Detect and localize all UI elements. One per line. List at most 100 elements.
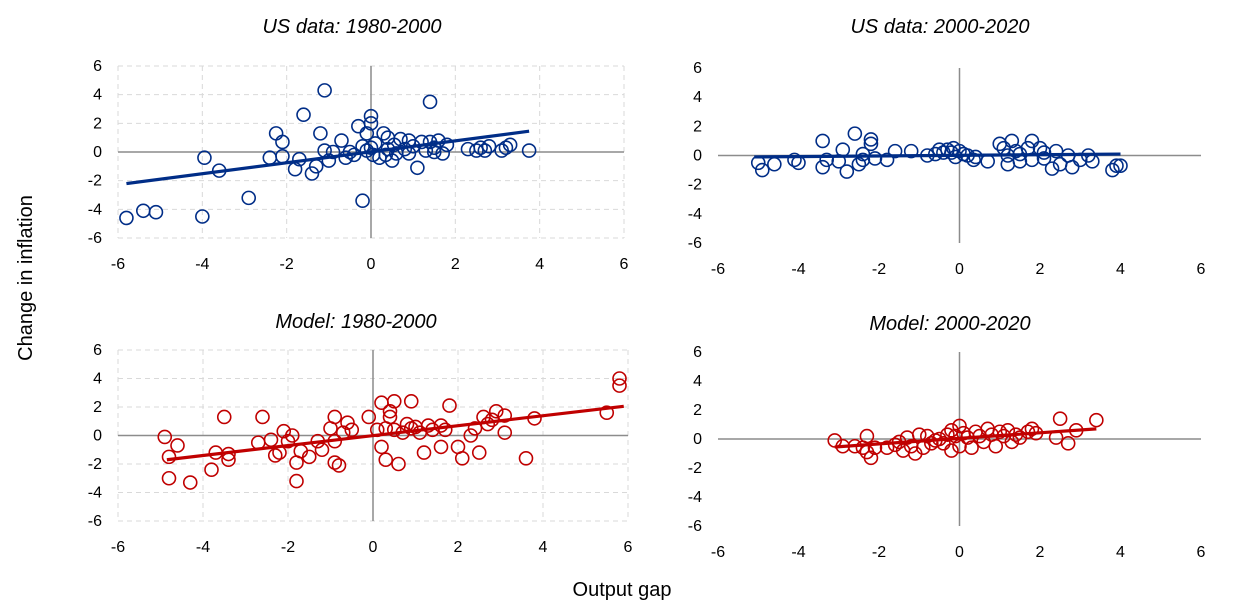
x-tick-label: -4 [791,261,805,278]
y-tick-label: -6 [88,230,102,247]
data-point [863,132,879,147]
data-point [157,429,173,445]
data-point [382,403,398,419]
data-point [879,440,895,456]
data-point [936,436,951,451]
x-tick-label: -6 [711,544,725,561]
data-point [386,393,402,409]
data-point [216,409,232,425]
data-point [469,143,484,158]
x-tick-label: -2 [281,539,295,556]
data-point [952,418,967,434]
data-point [481,138,497,154]
data-point [851,156,867,172]
data-point [1109,158,1124,174]
data-point [255,409,270,425]
data-point [161,470,177,486]
y-tick-label: -2 [688,177,702,194]
x-axis-label: Output gap [573,579,672,601]
y-tick-label: 0 [93,428,102,445]
data-point [170,438,185,453]
data-point [980,154,995,169]
data-point [815,133,830,149]
data-point [195,209,210,224]
y-tick-label: 0 [93,144,102,161]
x-tick-label: -6 [711,261,725,278]
data-point [471,445,487,460]
data-point [835,142,851,157]
y-tick-label: -6 [88,513,102,530]
scatter-panel-model-2000-2020: -6 -4 -2 0 2 4 6 -6 -4 -2 0 2 4 6 [688,344,1206,561]
y-tick-label: -4 [688,489,702,506]
data-point [414,134,429,150]
data-point [161,449,177,465]
scatter-panel-model-1980-2000: -6 -4 -2 0 2 4 6 -6 -4 -2 0 2 4 6 [88,342,633,556]
x-tick-label: -6 [111,256,125,273]
y-tick-label: 2 [693,118,702,135]
y-tick-label: -4 [88,485,102,502]
data-point [136,203,151,219]
data-point [148,204,164,220]
x-tick-label: 2 [454,539,463,556]
x-tick-label: 0 [369,539,378,556]
data-point [391,456,406,472]
x-tick-label: 4 [535,256,544,273]
data-point [964,440,979,456]
data-point [403,393,419,409]
y-tick-label: -2 [88,173,102,190]
data-point [612,378,627,393]
data-point [867,440,883,456]
y-tick-label: 4 [693,373,702,390]
x-tick-label: -4 [791,544,805,561]
data-point [182,475,198,490]
data-point [1089,412,1104,428]
data-point [463,428,479,443]
data-point [327,455,343,470]
data-point [952,143,967,159]
data-point [119,210,134,226]
x-tick-label: 6 [624,539,633,556]
y-tick-label: -4 [88,201,102,218]
x-tick-label: 2 [451,256,460,273]
data-point [498,140,514,155]
data-point [992,424,1008,440]
data-point [488,403,504,419]
data-point [502,137,518,153]
y-tick-label: 6 [693,344,702,361]
data-point [1060,436,1076,451]
scatter-panel-us-1980-2000: -6 -4 -2 0 2 4 6 -6 -4 -2 0 2 4 6 [88,58,629,273]
data-point [867,151,883,166]
data-point [363,116,379,131]
data-point [344,422,360,438]
data-point [612,371,627,386]
data-point [361,409,377,425]
x-tick-label: -2 [872,261,886,278]
trendline [126,129,530,186]
data-point [241,190,257,206]
panel-title-model-2000-2020: Model: 2000-2020 [869,313,1030,335]
data-point [416,445,432,460]
y-tick-label: 6 [693,60,702,77]
y-tick-label: 0 [693,148,702,165]
x-tick-label: 6 [1197,544,1206,561]
y-tick-label: 2 [93,115,102,132]
trendline [166,404,624,462]
x-tick-label: 0 [367,256,376,273]
data-point [289,473,304,489]
data-point [497,425,513,440]
y-tick-label: 0 [693,431,702,448]
data-point [437,422,453,438]
data-point [262,150,278,166]
y-tick-label: 4 [93,371,102,388]
scatter-panel-us-2000-2020: -6 -4 -2 0 2 4 6 -6 -4 -2 0 2 4 6 [688,60,1206,278]
data-point [1024,133,1040,149]
data-point [313,126,328,141]
data-point [1004,133,1020,149]
data-point [422,94,438,110]
data-point [521,143,537,158]
data-point [847,126,863,141]
x-tick-label: 0 [955,544,964,561]
data-point [284,428,300,443]
y-tick-label: 4 [693,89,702,106]
